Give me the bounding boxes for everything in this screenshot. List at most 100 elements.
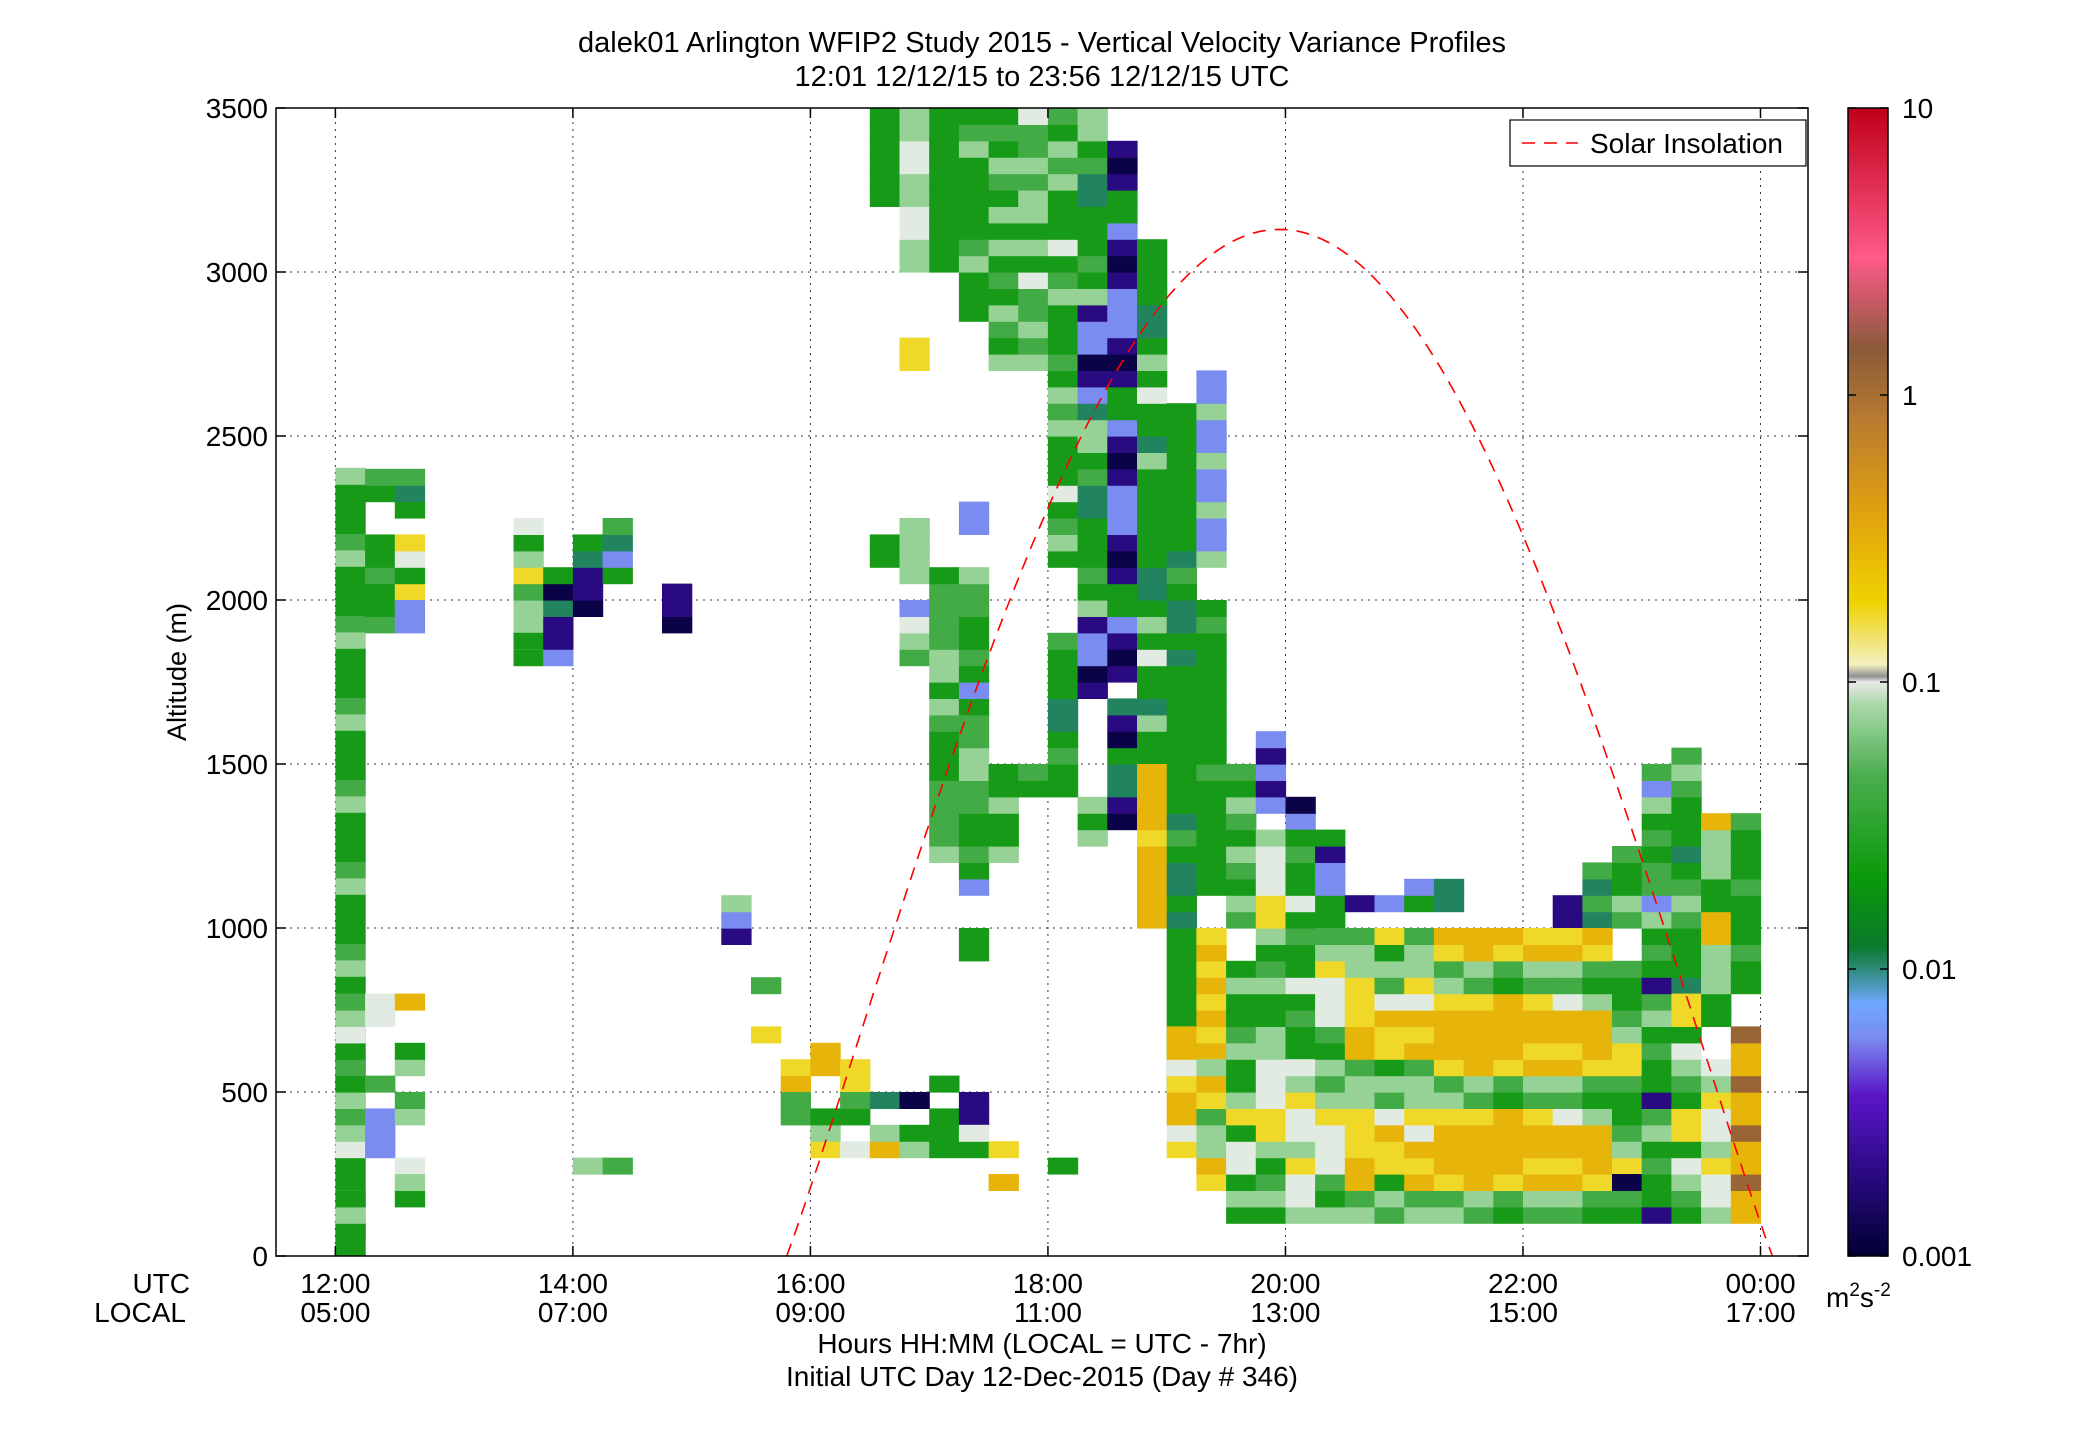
variance-cell [572,550,604,568]
variance-cell [1018,206,1049,224]
variance-cell [869,140,901,158]
variance-cell [1582,878,1613,896]
variance-cell [1374,1108,1405,1126]
variance-cell [1166,895,1197,913]
variance-cell [1196,796,1227,814]
variance-cell [335,1173,366,1190]
variance-cell [1166,714,1197,732]
variance-cell [1433,1141,1465,1159]
variance-cell [1641,977,1672,995]
variance-cell [1137,403,1168,421]
variance-cell [1107,419,1138,437]
variance-cell [1137,337,1168,355]
variance-cell [929,567,960,585]
variance-cell [1077,665,1108,683]
variance-cell [1226,878,1257,896]
variance-cell [1107,304,1138,322]
variance-cell [1077,272,1108,289]
variance-cell [1404,878,1435,896]
y-tick-label: 1500 [206,749,268,780]
variance-cell [1166,944,1197,962]
variance-cell [1107,173,1138,191]
variance-cell [335,1156,366,1174]
variance-cell [1107,272,1138,289]
variance-cell [899,255,930,273]
variance-cell [1137,534,1168,552]
variance-cell [869,190,901,207]
variance-cell [1552,1108,1583,1126]
variance-cell [1077,321,1108,339]
variance-cell [335,959,366,977]
variance-cell [899,354,930,371]
variance-cell [1493,1042,1524,1060]
variance-cell [1285,895,1316,913]
variance-cell [1463,928,1494,945]
variance-cell [751,1026,782,1044]
variance-cell [1374,1026,1405,1044]
variance-cell [335,828,366,846]
variance-cell [1047,321,1079,339]
variance-cell [1226,1010,1257,1027]
variance-cell [1344,1190,1376,1208]
variance-cell [1523,1075,1554,1093]
variance-cell [1226,1157,1257,1175]
variance-cell [1523,1141,1554,1159]
variance-cell [1523,1092,1554,1109]
variance-cell [1166,632,1197,650]
variance-cell [1196,993,1227,1011]
variance-cell [958,140,990,158]
variance-cell [1166,747,1197,765]
variance-cell [1344,1010,1376,1027]
variance-cell [1226,911,1257,929]
variance-cell [335,681,366,698]
variance-cell [335,1108,366,1126]
variance-cell [958,583,990,601]
variance-cell [1701,878,1732,896]
variance-cell [1137,550,1168,568]
variance-cell [899,649,930,667]
variance-cell [1523,1108,1554,1126]
variance-cell [1344,1174,1376,1191]
x-tick-label-local: 11:00 [1014,1297,1082,1328]
variance-cell [394,993,426,1011]
variance-cell [1730,862,1762,880]
variance-cell [1641,1174,1672,1191]
variance-cell [1612,895,1643,913]
variance-cell [1463,1174,1494,1191]
variance-cell [1137,436,1168,453]
variance-cell [1612,960,1643,978]
variance-cell [1018,354,1049,371]
variance-cell [1255,1092,1287,1109]
variance-cell [1523,1042,1554,1060]
variance-cell [1404,1124,1435,1142]
variance-cell [1701,846,1732,863]
variance-cell [1701,1206,1732,1224]
variance-cell [365,485,396,503]
variance-cell [1047,698,1079,716]
variance-cell [721,928,752,945]
variance-cell [662,600,693,617]
variance-cell [365,1075,396,1093]
variance-cell [1641,1010,1672,1027]
variance-cell [572,534,604,552]
variance-cell [1671,993,1702,1011]
colorbar-units: m2s-2 [1826,1280,1891,1313]
variance-cell [1730,1190,1762,1208]
variance-cell [1196,370,1227,388]
variance-cell [1701,960,1732,978]
variance-cell [1671,911,1702,929]
variance-cell [1671,1059,1702,1077]
variance-cell [840,1092,871,1109]
variance-cell [1107,813,1138,831]
variance-cell [1226,1108,1257,1126]
variance-cell [1196,452,1227,470]
variance-cell [929,665,960,683]
variance-cell [1730,1174,1762,1191]
variance-cell [1226,846,1257,863]
variance-cell [394,550,426,568]
variance-cell [1255,829,1287,847]
colorbar-tick-label: 0.01 [1902,954,1957,985]
variance-cell [543,649,574,667]
variance-cell [335,927,366,944]
variance-cell [394,1190,426,1208]
